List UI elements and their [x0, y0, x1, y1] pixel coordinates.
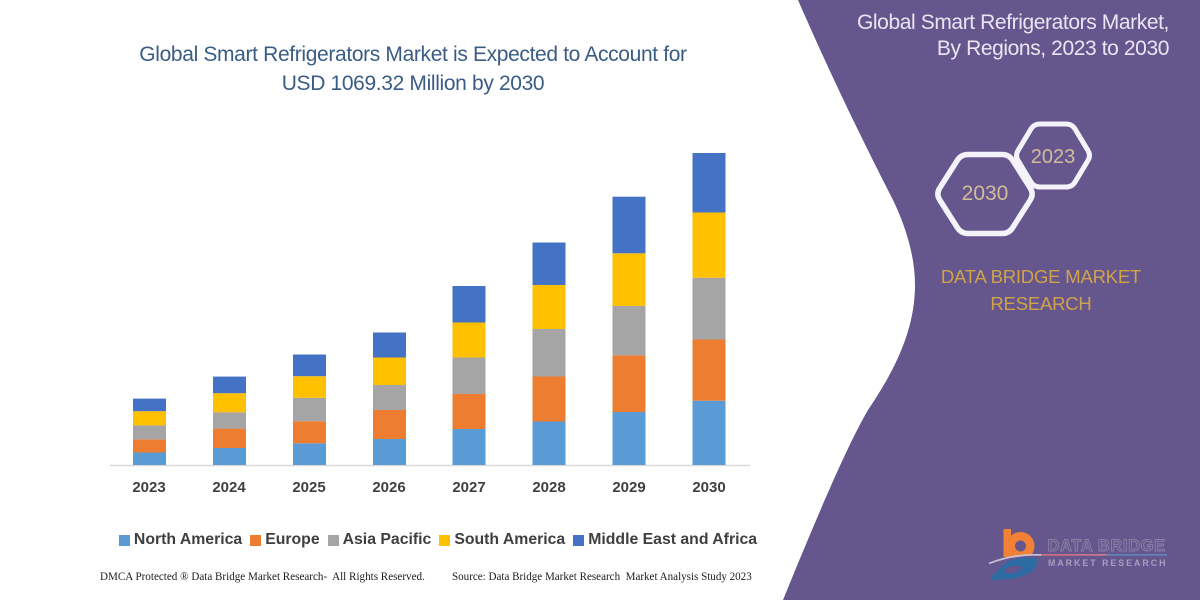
svg-text:2023: 2023: [1031, 146, 1076, 168]
svg-text:DATA BRIDGE: DATA BRIDGE: [1048, 537, 1166, 555]
svg-text:2030: 2030: [962, 182, 1009, 205]
svg-text:MARKET RESEARCH: MARKET RESEARCH: [1048, 558, 1167, 568]
